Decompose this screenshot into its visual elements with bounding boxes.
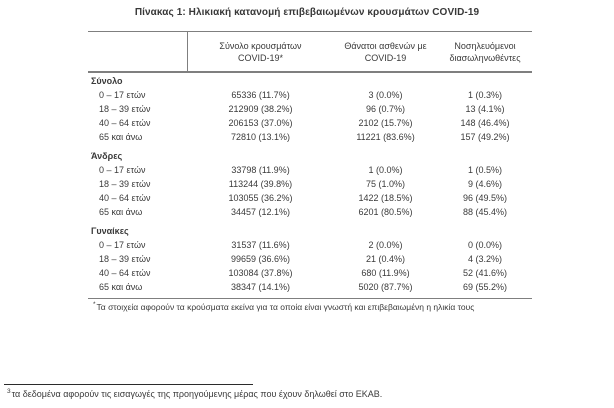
- row-label: 65 και άνω: [99, 132, 143, 142]
- covid-age-distribution-table: Σύνολο κρουσμάτων COVID-19* Θάνατοι ασθε…: [88, 31, 532, 317]
- header-deaths-line1: Θάνατοι ασθενών με: [344, 40, 427, 51]
- table-footnote: *Τα στοιχεία αφορούν τα κρούσματα εκείνα…: [88, 298, 532, 317]
- table-footnote-text: Τα στοιχεία αφορούν τα κρούσματα εκείνα …: [96, 302, 475, 312]
- header-intubated-line2: διασωληνωθέντες: [449, 52, 521, 63]
- header-total-cases-line2: COVID-19*: [237, 52, 283, 63]
- page-footnote-marker: 3: [7, 388, 11, 395]
- cell-total-cases: 113244 (39.8%): [228, 179, 293, 189]
- cell-total-cases: 34457 (12.1%): [230, 207, 291, 217]
- group-women: Γυναίκες 0 – 17 ετών 31537 (11.6%) 2 (0.…: [88, 224, 532, 294]
- cell-intubated: 1 (0.3%): [467, 90, 502, 100]
- table-footnote-marker: *: [93, 301, 96, 309]
- cell-deaths: 5020 (87.7%): [358, 282, 413, 292]
- row-label: 65 και άνω: [99, 207, 143, 217]
- cell-total-cases: 206153 (37.0%): [228, 118, 293, 128]
- cell-intubated: 148 (46.4%): [460, 118, 510, 128]
- cell-deaths: 96 (0.7%): [365, 104, 406, 114]
- page-footnote: 3τα δεδομένα αφορούν τις εισαγωγές της π…: [7, 388, 383, 399]
- cell-intubated: 1 (0.5%): [467, 165, 502, 175]
- header-deaths-line2: COVID-19: [364, 52, 407, 63]
- cell-intubated: 69 (55.2%): [462, 282, 508, 292]
- cell-intubated: 96 (49.5%): [462, 193, 508, 203]
- row-label: 40 – 64 ετών: [99, 118, 151, 128]
- cell-deaths: 2 (0.0%): [368, 240, 403, 250]
- table-row: 40 – 64 ετών 206153 (37.0%) 2102 (15.7%)…: [88, 116, 532, 130]
- table-row: 18 – 39 ετών 113244 (39.8%) 75 (1.0%) 9 …: [88, 177, 532, 191]
- table-row: 65 και άνω 34457 (12.1%) 6201 (80.5%) 88…: [88, 205, 532, 219]
- group-men: Άνδρες 0 – 17 ετών 33798 (11.9%) 1 (0.0%…: [88, 149, 532, 219]
- header-total-cases-line1: Σύνολο κρουσμάτων: [219, 40, 302, 51]
- cell-intubated: 4 (3.2%): [467, 254, 502, 264]
- cell-intubated: 52 (41.6%): [462, 268, 508, 278]
- page-footnote-separator: [4, 384, 253, 385]
- cell-deaths: 680 (11.9%): [361, 268, 410, 278]
- row-label: 40 – 64 ετών: [99, 268, 151, 278]
- table-row: 0 – 17 ετών 65336 (11.7%) 3 (0.0%) 1 (0.…: [88, 88, 532, 102]
- cell-intubated: 9 (4.6%): [467, 179, 502, 189]
- cell-total-cases: 65336 (11.7%): [231, 90, 290, 100]
- cell-deaths: 6201 (80.5%): [358, 207, 413, 217]
- row-label: 40 – 64 ετών: [99, 193, 151, 203]
- group-label-men: Άνδρες: [91, 151, 123, 161]
- table-row: 40 – 64 ετών 103055 (36.2%) 1422 (18.5%)…: [88, 191, 532, 205]
- table-row: 40 – 64 ετών 103084 (37.8%) 680 (11.9%) …: [88, 266, 532, 280]
- row-label: 18 – 39 ετών: [99, 254, 151, 264]
- cell-total-cases: 72810 (13.1%): [230, 132, 291, 142]
- row-label: 18 – 39 ετών: [99, 179, 151, 189]
- cell-intubated: 157 (49.2%): [460, 132, 510, 142]
- header-intubated-line1: Νοσηλευόμενοι: [454, 40, 516, 51]
- cell-intubated: 0 (0.0%): [467, 240, 502, 250]
- row-label: 0 – 17 ετών: [99, 90, 146, 100]
- header-cell-total-cases: Σύνολο κρουσμάτων COVID-19*: [188, 32, 333, 71]
- cell-deaths: 75 (1.0%): [365, 179, 406, 189]
- row-label: 0 – 17 ετών: [99, 165, 146, 175]
- cell-intubated: 88 (45.4%): [462, 207, 508, 217]
- row-label: 65 και άνω: [99, 282, 143, 292]
- table-row: 65 και άνω 38347 (14.1%) 5020 (87.7%) 69…: [88, 280, 532, 294]
- table-row: 0 – 17 ετών 33798 (11.9%) 1 (0.0%) 1 (0.…: [88, 163, 532, 177]
- table-row: 18 – 39 ετών 99659 (36.6%) 21 (0.4%) 4 (…: [88, 252, 532, 266]
- table-row: 18 – 39 ετών 212909 (38.2%) 96 (0.7%) 13…: [88, 102, 532, 116]
- cell-total-cases: 33798 (11.9%): [231, 165, 290, 175]
- table-row: 65 και άνω 72810 (13.1%) 11221 (83.6%) 1…: [88, 130, 532, 144]
- cell-intubated: 13 (4.1%): [465, 104, 505, 114]
- cell-total-cases: 212909 (38.2%): [228, 104, 293, 114]
- row-label: 0 – 17 ετών: [99, 240, 146, 250]
- cell-deaths: 1422 (18.5%): [358, 193, 413, 203]
- cell-total-cases: 99659 (36.6%): [230, 254, 291, 264]
- table-header-row: Σύνολο κρουσμάτων COVID-19* Θάνατοι ασθε…: [88, 32, 532, 73]
- cell-total-cases: 38347 (14.1%): [230, 282, 291, 292]
- table-title: Πίνακας 1: Ηλικιακή κατανομή επιβεβαιωμέ…: [134, 7, 480, 18]
- page-footnote-text: τα δεδομένα αφορούν τις εισαγωγές της πρ…: [11, 389, 383, 399]
- cell-deaths: 11221 (83.6%): [356, 132, 415, 142]
- cell-total-cases: 103084 (37.8%): [228, 268, 293, 278]
- cell-total-cases: 103055 (36.2%): [228, 193, 293, 203]
- group-label-total: Σύνολο: [91, 76, 123, 86]
- cell-total-cases: 31537 (11.6%): [231, 240, 290, 250]
- header-cell-empty: [88, 32, 188, 71]
- cell-deaths: 1 (0.0%): [368, 165, 403, 175]
- table-body: Σύνολο 0 – 17 ετών 65336 (11.7%) 3 (0.0%…: [88, 73, 532, 294]
- header-cell-deaths: Θάνατοι ασθενών με COVID-19: [333, 32, 438, 71]
- cell-deaths: 2102 (15.7%): [358, 118, 413, 128]
- table-row: 0 – 17 ετών 31537 (11.6%) 2 (0.0%) 0 (0.…: [88, 238, 532, 252]
- header-cell-intubated: Νοσηλευόμενοι διασωληνωθέντες: [438, 32, 532, 71]
- group-total: Σύνολο 0 – 17 ετών 65336 (11.7%) 3 (0.0%…: [88, 74, 532, 144]
- cell-deaths: 3 (0.0%): [368, 90, 403, 100]
- cell-deaths: 21 (0.4%): [365, 254, 406, 264]
- row-label: 18 – 39 ετών: [99, 104, 151, 114]
- group-label-women: Γυναίκες: [91, 226, 129, 236]
